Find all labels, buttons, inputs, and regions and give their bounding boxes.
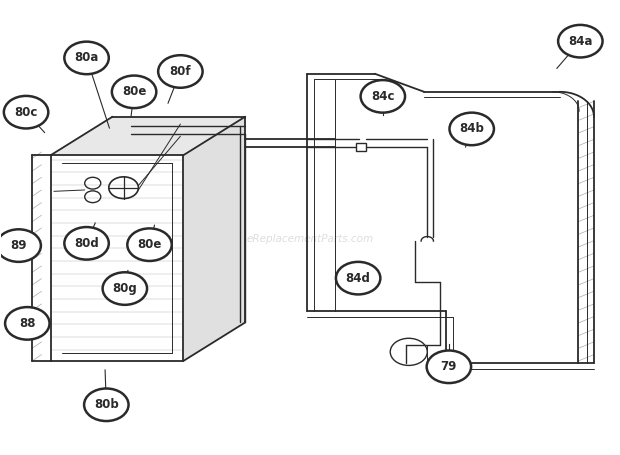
- Text: eReplacementParts.com: eReplacementParts.com: [246, 234, 374, 244]
- Circle shape: [127, 228, 172, 261]
- Text: 80g: 80g: [112, 282, 137, 295]
- Circle shape: [5, 307, 50, 339]
- Text: 79: 79: [441, 360, 457, 373]
- Circle shape: [158, 55, 203, 88]
- Text: 84c: 84c: [371, 90, 394, 103]
- FancyBboxPatch shape: [356, 143, 366, 151]
- Circle shape: [64, 42, 108, 74]
- Circle shape: [4, 96, 48, 128]
- Circle shape: [0, 229, 41, 262]
- Text: 84d: 84d: [346, 272, 371, 285]
- Text: 89: 89: [11, 239, 27, 252]
- Text: 80c: 80c: [14, 106, 38, 119]
- Circle shape: [558, 25, 603, 57]
- Circle shape: [427, 350, 471, 383]
- Text: 80a: 80a: [74, 51, 99, 65]
- Circle shape: [84, 389, 128, 421]
- Text: 84a: 84a: [568, 35, 593, 48]
- Text: 80d: 80d: [74, 237, 99, 250]
- Text: 80e: 80e: [138, 238, 162, 251]
- Circle shape: [103, 272, 147, 305]
- Circle shape: [64, 227, 108, 260]
- Polygon shape: [184, 116, 245, 361]
- Text: 80f: 80f: [170, 65, 191, 78]
- Text: 80e: 80e: [122, 86, 146, 98]
- Text: 84b: 84b: [459, 122, 484, 136]
- Polygon shape: [51, 116, 245, 155]
- Circle shape: [336, 262, 380, 294]
- Circle shape: [112, 76, 156, 108]
- Text: 80b: 80b: [94, 398, 118, 411]
- Circle shape: [361, 80, 405, 113]
- Text: 88: 88: [19, 317, 35, 330]
- Circle shape: [450, 113, 494, 145]
